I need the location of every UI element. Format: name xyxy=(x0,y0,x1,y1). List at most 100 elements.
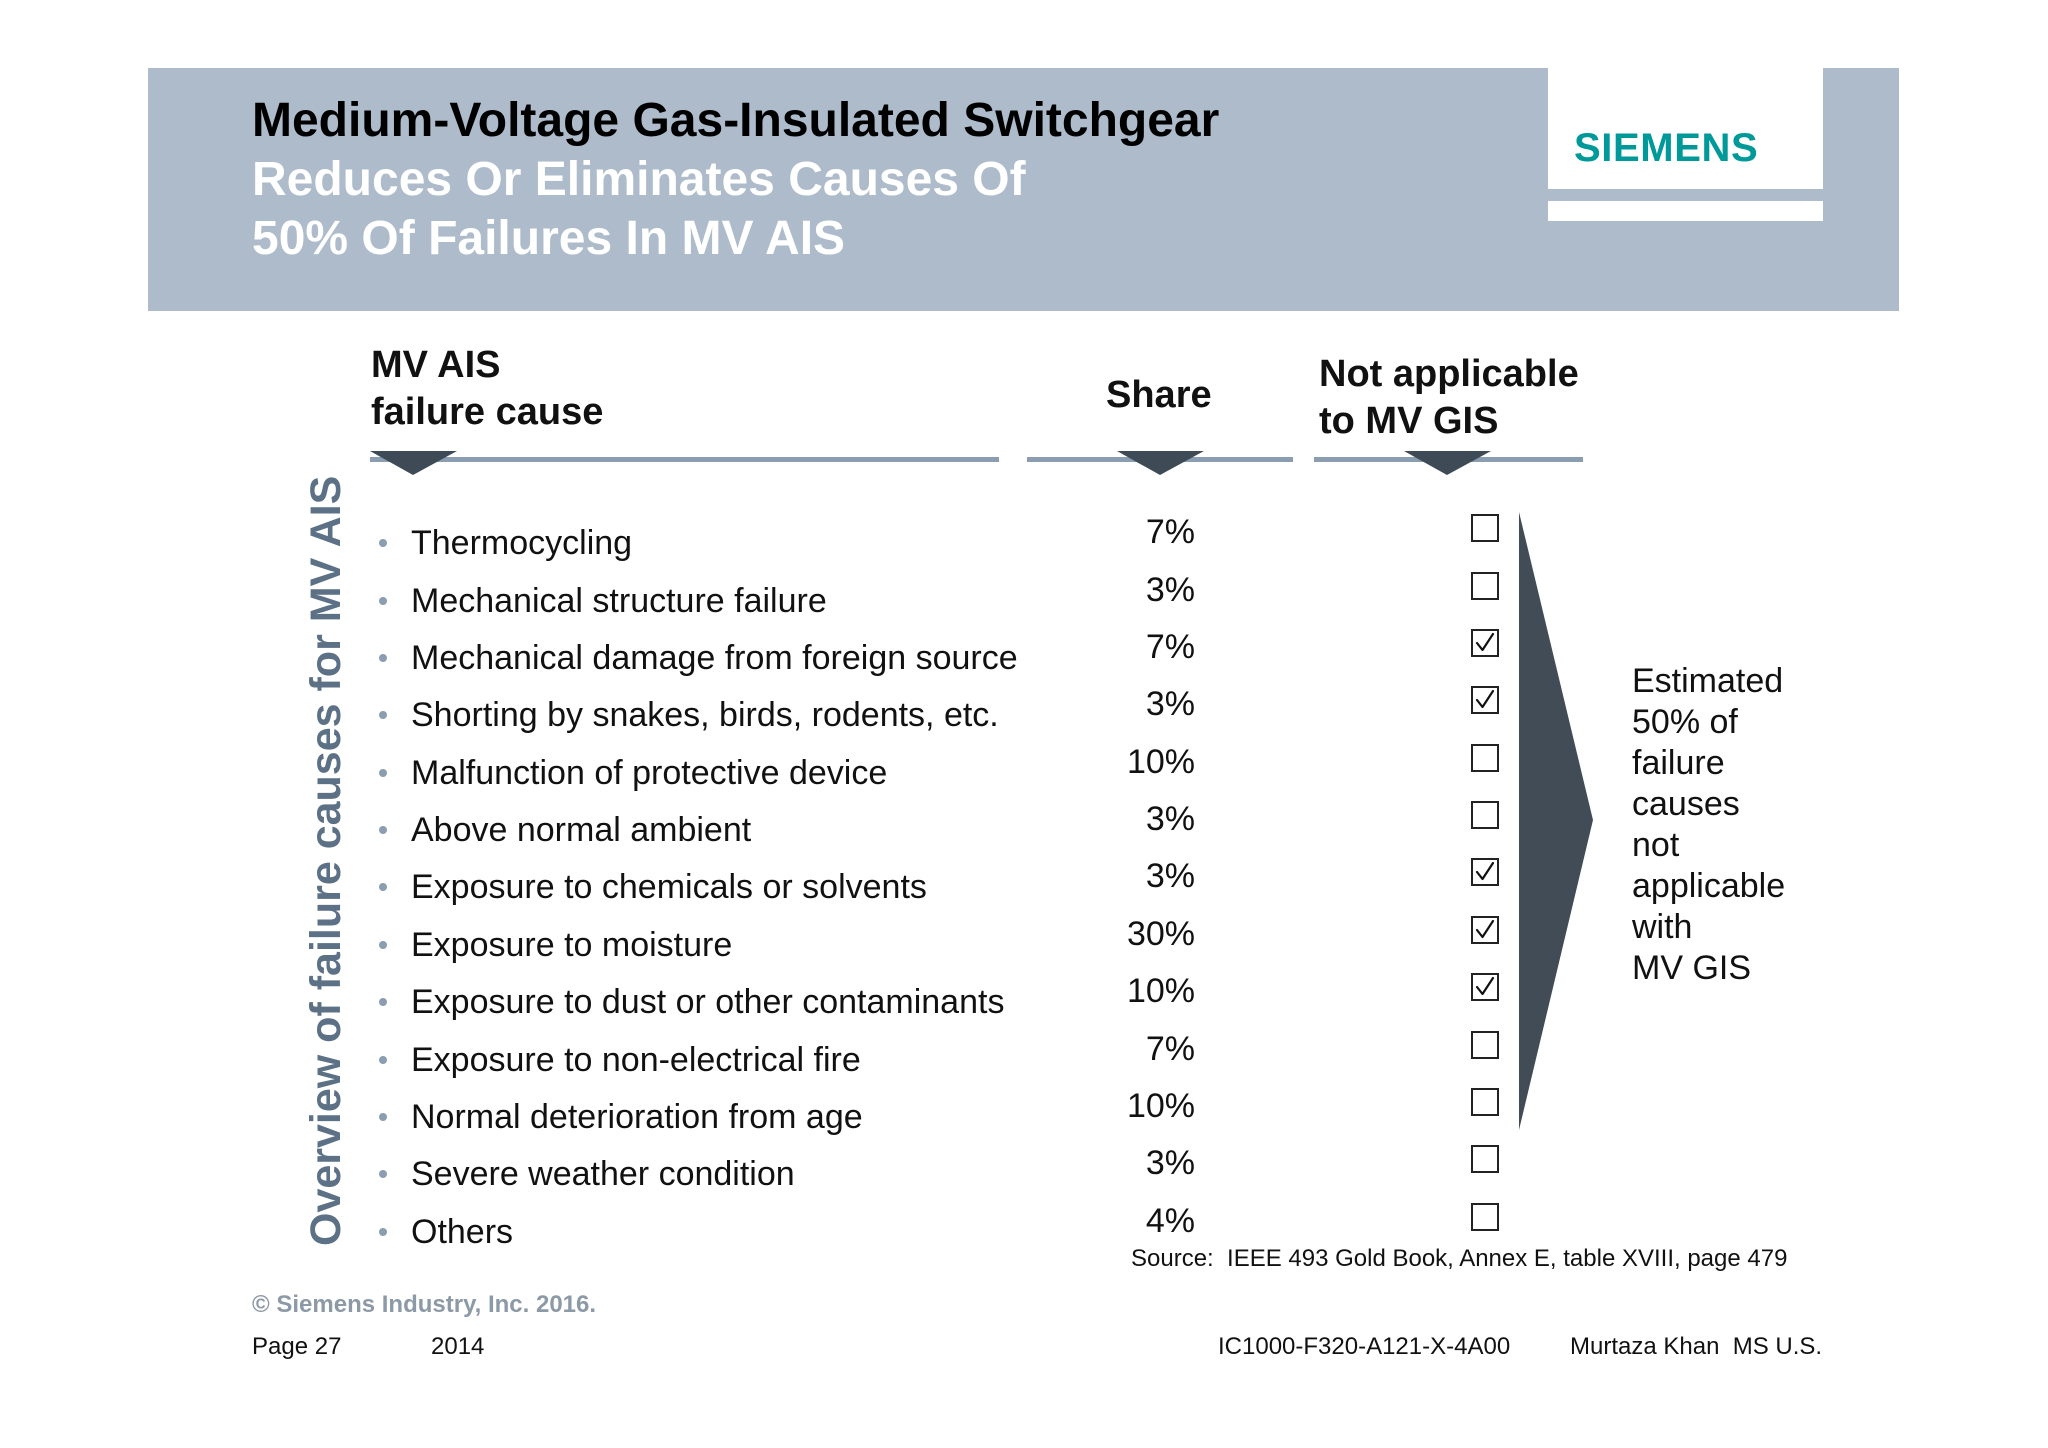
failure-cause-row: Mechanical damage from foreign source 7% xyxy=(370,628,1500,678)
failure-cause-row: Exposure to moisture 30% xyxy=(370,915,1500,965)
failure-cause-label: Severe weather condition xyxy=(411,1155,795,1194)
checked-box-icon xyxy=(1471,686,1499,715)
summary-line: failure xyxy=(1632,744,1725,782)
failure-share-value: 3% xyxy=(1145,1144,1195,1183)
not-applicable-column-header-line-2: to MV GIS xyxy=(1319,400,1499,442)
cause-column-header-line-2: failure cause xyxy=(371,391,604,433)
not-applicable-column-header-line-1: Not applicable xyxy=(1319,353,1579,395)
summary-line: applicable xyxy=(1632,867,1786,905)
cause-column-rule xyxy=(370,457,999,462)
bullet-icon xyxy=(379,596,387,605)
checkmark-icon xyxy=(1475,632,1495,652)
failure-cause-row: Exposure to non-electrical fire 7% xyxy=(370,1030,1500,1080)
checked-box-icon xyxy=(1471,629,1499,658)
checked-box-icon xyxy=(1471,915,1499,944)
failure-cause-row: Mechanical structure failure 3% xyxy=(370,571,1500,621)
bullet-icon xyxy=(379,1227,387,1236)
bullet-icon xyxy=(379,940,387,949)
failure-share-value: 3% xyxy=(1145,570,1195,609)
failure-share-value: 10% xyxy=(1126,972,1195,1011)
failure-share-value: 10% xyxy=(1126,742,1195,781)
failure-cause-row: Thermocycling 7% xyxy=(370,513,1500,563)
cause-column-header-line-1: MV AIS xyxy=(371,344,501,386)
failure-cause-label: Others xyxy=(411,1212,514,1251)
empty-box-icon xyxy=(1471,1087,1499,1116)
footer-page-number: Page 27 xyxy=(252,1333,342,1360)
failure-cause-row: Normal deterioration from age 10% xyxy=(370,1087,1500,1137)
summary-line: 50% of xyxy=(1632,703,1738,741)
empty-box-icon xyxy=(1471,1145,1499,1174)
siemens-logo-text: SIEMENS xyxy=(1574,126,1759,170)
failure-cause-label: Normal deterioration from age xyxy=(411,1097,863,1136)
failure-cause-row: Others 4% xyxy=(370,1202,1500,1252)
not-applicable-column-marker-triangle xyxy=(1404,451,1491,475)
bullet-icon xyxy=(379,654,387,663)
footer-author: Murtaza Khan MS U.S. xyxy=(1570,1333,1823,1360)
empty-box-icon xyxy=(1471,514,1499,543)
failure-share-value: 7% xyxy=(1145,1029,1195,1068)
bullet-icon xyxy=(379,539,387,548)
summary-line: causes xyxy=(1632,785,1740,823)
cause-column-marker-triangle xyxy=(370,451,457,475)
summary-line: Estimated xyxy=(1632,662,1784,700)
summary-line: MV GIS xyxy=(1632,949,1752,987)
failure-cause-label: Above normal ambient xyxy=(411,811,752,850)
bullet-icon xyxy=(379,1112,387,1121)
failure-cause-row: Exposure to dust or other contaminants 10… xyxy=(370,972,1500,1022)
failure-share-value: 3% xyxy=(1145,857,1195,896)
failure-cause-label: Exposure to dust or other contaminants xyxy=(411,983,1005,1022)
failure-cause-row: Above normal ambient 3% xyxy=(370,800,1500,850)
footer-copyright: © Siemens Industry, Inc. 2016. xyxy=(252,1291,597,1318)
siemens-logo: SIEMENS xyxy=(1548,68,1823,189)
failure-cause-label: Thermocycling xyxy=(411,524,633,563)
checkmark-icon xyxy=(1475,977,1495,996)
checked-box-icon xyxy=(1471,973,1499,1002)
bullet-icon xyxy=(379,998,387,1007)
bullet-icon xyxy=(379,1055,387,1064)
failure-share-value: 30% xyxy=(1126,914,1195,953)
failure-cause-label: Mechanical structure failure xyxy=(411,581,827,620)
failure-cause-row: Exposure to chemicals or solvents 3% xyxy=(370,857,1500,907)
checkmark-icon xyxy=(1475,690,1495,709)
bullet-icon xyxy=(379,1170,387,1179)
failure-cause-label: Exposure to non-electrical fire xyxy=(411,1040,861,1079)
failure-share-value: 7% xyxy=(1145,628,1195,667)
failure-share-value: 3% xyxy=(1145,800,1195,839)
slide-subtitle-line-2: 50% Of Failures In MV AIS xyxy=(252,212,846,265)
empty-box-icon xyxy=(1471,801,1499,830)
bullet-icon xyxy=(379,826,387,835)
share-column-header: Share xyxy=(1106,374,1212,416)
failure-cause-label: Exposure to moisture xyxy=(411,925,733,964)
empty-box-icon xyxy=(1471,571,1499,600)
bullet-icon xyxy=(379,768,387,777)
share-column-marker-triangle xyxy=(1117,451,1204,475)
slide-title: Medium-Voltage Gas-Insulated Switchgear xyxy=(252,94,1220,147)
failure-share-value: 3% xyxy=(1145,685,1195,724)
empty-box-icon xyxy=(1471,1030,1499,1059)
failure-share-value: 7% xyxy=(1145,513,1195,552)
side-label: Overview of failure causes for MV AIS xyxy=(302,475,350,1246)
failure-cause-row: Malfunction of protective device 10% xyxy=(370,743,1500,793)
slide-subtitle-line-1: Reduces Or Eliminates Causes Of xyxy=(252,153,1026,206)
failure-cause-label: Malfunction of protective device xyxy=(411,753,888,792)
checked-box-icon xyxy=(1471,858,1499,887)
failure-share-value: 4% xyxy=(1145,1201,1195,1240)
footer-year: 2014 xyxy=(431,1333,485,1360)
failure-share-value: 10% xyxy=(1126,1086,1195,1125)
summary-line: with xyxy=(1632,908,1693,946)
cause-column-header: MV AIS failure cause xyxy=(371,342,603,436)
not-applicable-column-header: Not applicable to MV GIS xyxy=(1319,351,1579,445)
logo-underline-bar xyxy=(1548,201,1823,221)
bullet-icon xyxy=(379,883,387,892)
failure-cause-label: Mechanical damage from foreign source xyxy=(411,639,1018,678)
failure-cause-label: Exposure to chemicals or solvents xyxy=(411,868,927,907)
failure-cause-row: Severe weather condition 3% xyxy=(370,1144,1500,1194)
source-note: Source: IEEE 493 Gold Book, Annex E, tab… xyxy=(1131,1245,1788,1272)
checkmark-icon xyxy=(1475,919,1495,938)
summary-text: Estimated 50% of failure causes not appl… xyxy=(1632,661,1785,989)
bracket-arrow xyxy=(1519,512,1593,1130)
failure-cause-label: Shorting by snakes, birds, rodents, etc. xyxy=(411,696,999,735)
summary-line: not xyxy=(1632,826,1680,864)
empty-box-icon xyxy=(1471,1202,1499,1231)
